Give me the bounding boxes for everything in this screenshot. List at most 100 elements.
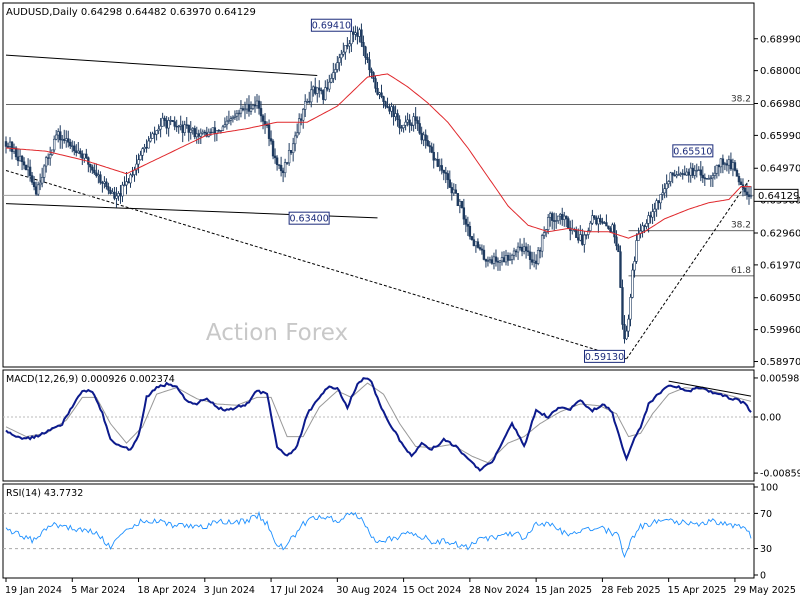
- candle-body: [695, 169, 698, 172]
- candle-body: [583, 234, 586, 245]
- candle-body: [563, 215, 566, 220]
- candle-body: [540, 235, 544, 252]
- candle-body: [239, 108, 243, 114]
- candle-body: [723, 163, 727, 165]
- date-tick-label: 5 Mar 2024: [71, 585, 125, 596]
- candle-body: [490, 259, 494, 264]
- panel-frame-1: [2, 2, 755, 368]
- candle-body: [115, 195, 118, 199]
- candle-body: [468, 226, 472, 237]
- candle-body: [428, 145, 431, 148]
- candle-body: [681, 173, 684, 175]
- date-tick-label: 19 Jan 2024: [5, 585, 62, 596]
- candle-body: [229, 118, 233, 121]
- candle-body: [233, 115, 237, 118]
- candle-body: [595, 217, 598, 225]
- candle-body: [169, 119, 172, 122]
- candle-body: [59, 131, 62, 141]
- header-low: 0.63970: [167, 7, 212, 18]
- fib-level-label: 61.8: [731, 266, 751, 276]
- candle-body: [733, 162, 737, 171]
- candle-body: [320, 89, 323, 92]
- candle-body: [629, 297, 632, 320]
- candle-body: [508, 259, 512, 261]
- candle-body: [434, 159, 437, 161]
- candle-body: [109, 189, 112, 194]
- candle-body: [201, 131, 204, 134]
- candle-body: [464, 218, 468, 225]
- candle-body: [609, 228, 612, 233]
- panel-frame-3: [2, 483, 755, 579]
- candle-body: [187, 124, 190, 133]
- candle-body: [440, 165, 443, 171]
- candle-body: [597, 218, 600, 225]
- date-tick-label: 30 Aug 2024: [336, 585, 397, 596]
- candle-body: [328, 81, 331, 90]
- candle-body: [534, 260, 538, 264]
- candle-body: [474, 241, 478, 247]
- candle-body: [631, 269, 634, 298]
- candle-body: [265, 124, 269, 126]
- candle-body: [314, 86, 317, 94]
- candle-body: [382, 96, 385, 102]
- candle-body: [24, 164, 28, 171]
- candle-body: [565, 215, 568, 219]
- candle-body: [737, 176, 741, 183]
- macd-main-line: [5, 377, 752, 472]
- candle-body: [107, 186, 110, 191]
- candle-body: [496, 261, 500, 263]
- date-tick-label: 15 Oct 2024: [403, 585, 462, 596]
- candle-body: [591, 215, 594, 224]
- candle-body: [14, 147, 18, 158]
- price-tick-label: 0.59960: [760, 325, 800, 336]
- candle-body: [71, 145, 74, 147]
- candle-body: [386, 105, 389, 108]
- candle-body: [374, 78, 377, 89]
- candle-body: [709, 177, 713, 180]
- candle-body: [30, 175, 34, 183]
- candle-body: [275, 157, 279, 165]
- candle-body: [559, 214, 562, 217]
- channel-line: [5, 54, 318, 76]
- candle-body: [462, 207, 466, 220]
- candle-body: [494, 256, 498, 262]
- candle-body: [619, 251, 622, 288]
- candle-body: [332, 72, 335, 79]
- candle-body: [69, 141, 72, 147]
- candle-body: [512, 250, 516, 256]
- candle-body: [129, 174, 132, 184]
- candle-body: [542, 232, 546, 236]
- date-tick-label: 3 Jun 2024: [204, 585, 255, 596]
- candle-body: [667, 181, 670, 185]
- candle-body: [197, 133, 200, 137]
- candle-body: [444, 172, 447, 174]
- candle-body: [418, 123, 421, 134]
- candle-body: [334, 69, 337, 73]
- candle-body: [605, 222, 608, 227]
- price-annotation-label: 0.59130: [585, 352, 624, 363]
- candle-body: [673, 174, 676, 177]
- candle-body: [661, 192, 664, 195]
- price-tick-label: 0.62960: [760, 228, 800, 239]
- candle-body: [615, 236, 618, 247]
- candle-body: [360, 29, 363, 43]
- candle-body: [717, 165, 721, 168]
- candle-body: [301, 109, 305, 121]
- candle-body: [406, 119, 409, 123]
- candle-body: [8, 141, 12, 147]
- candle-body: [271, 140, 275, 157]
- candle-body: [370, 69, 373, 73]
- candle-body: [422, 134, 425, 141]
- candle-body: [85, 153, 88, 159]
- candle-body: [99, 174, 102, 183]
- candle-body: [683, 173, 686, 176]
- candle-body: [743, 187, 747, 193]
- candle-body: [95, 172, 98, 177]
- candle-body: [340, 53, 343, 59]
- candle-body: [731, 162, 735, 170]
- candle-body: [255, 100, 259, 106]
- candle-body: [430, 146, 433, 153]
- candle-body: [362, 42, 365, 48]
- candle-body: [530, 259, 534, 263]
- candle-body: [448, 179, 451, 188]
